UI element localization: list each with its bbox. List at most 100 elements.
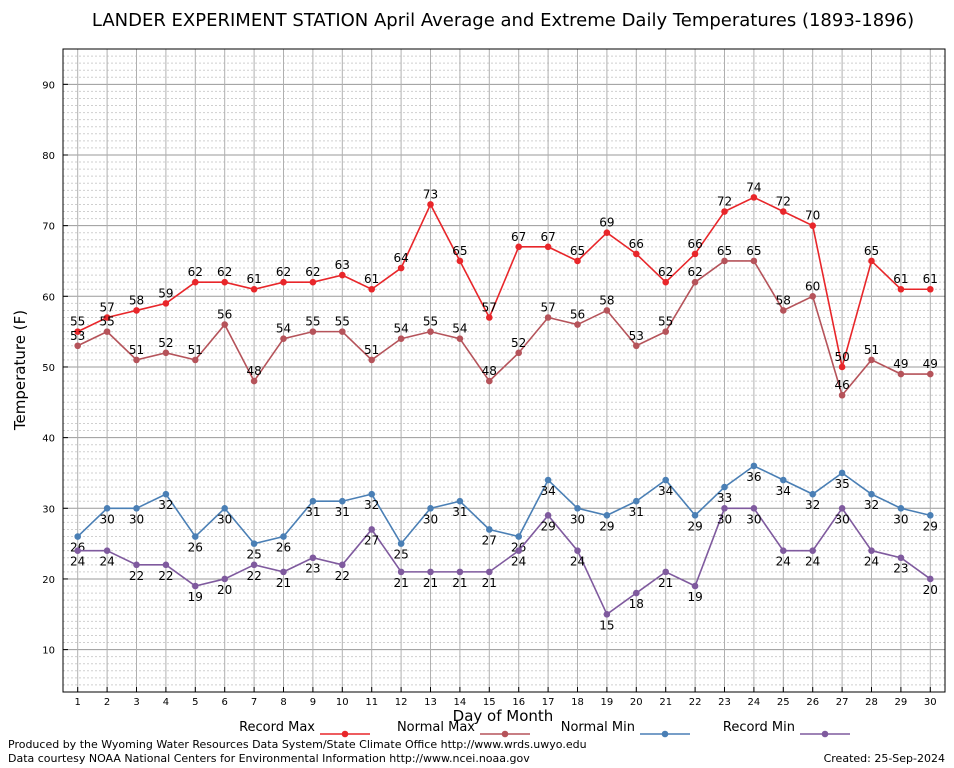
data-label: 32 [364,498,379,512]
data-point [456,335,464,343]
data-point [397,264,405,272]
data-point [339,497,346,505]
series-line [77,464,931,545]
data-point [691,582,699,590]
data-point [750,257,758,265]
y-tick-label: 80 [42,151,55,162]
data-label: 26 [188,541,203,555]
data-label: 30 [99,512,114,526]
y-tick-label: 60 [42,292,55,303]
data-point [339,561,346,569]
data-label: 56 [217,308,232,322]
data-label: 62 [217,265,232,279]
data-point [74,533,81,540]
data-point [515,349,522,357]
data-label: 61 [893,272,908,286]
data-point [662,278,669,286]
data-point [74,328,81,335]
data-label: 24 [864,555,879,569]
y-tick-label: 50 [42,363,55,374]
x-tick-label: 18 [571,697,584,708]
x-tick-label: 21 [659,697,672,708]
x-tick-label: 1 [75,697,81,708]
data-point [368,356,376,364]
data-point [397,540,405,547]
data-label: 52 [158,336,173,350]
data-label: 30 [746,512,761,526]
data-label: 35 [834,477,849,491]
data-point [221,504,228,512]
data-point [574,504,581,512]
data-label: 30 [423,512,438,526]
data-label: 34 [658,484,673,498]
data-point [162,349,170,357]
data-point [780,208,787,215]
data-point [103,547,111,554]
footer-created: Created: 25-Sep-2024 [824,752,945,765]
data-label: 74 [746,180,761,194]
data-label: 51 [129,343,144,357]
data-label: 24 [570,555,585,569]
data-point [691,278,699,286]
data-point [633,497,640,505]
data-label: 21 [423,576,438,590]
data-point [662,568,669,576]
data-point [74,547,81,554]
data-label: 19 [687,590,702,604]
data-label: 57 [99,301,114,315]
series-line [77,196,931,368]
data-point [192,356,199,364]
legend-label: Record Max [239,720,315,735]
legend: Record Max Normal Max Normal Min Record Min [239,720,850,738]
data-point [397,568,405,576]
data-label: 30 [893,512,908,526]
data-label: 21 [452,576,467,590]
data-point [544,476,552,484]
data-label: 21 [482,576,497,590]
series-line [77,506,931,616]
data-label: 52 [511,336,526,350]
data-point [192,533,199,540]
data-label: 22 [129,569,144,583]
data-label: 27 [364,533,379,547]
data-point [515,533,522,540]
x-tick-label: 4 [163,697,169,708]
data-label: 53 [629,329,644,343]
data-point [544,512,552,519]
x-tick-label: 19 [601,697,614,708]
data-label: 30 [217,512,232,526]
data-point [574,321,581,328]
data-label: 22 [335,569,350,583]
data-point [486,377,493,385]
data-label: 54 [452,322,467,336]
data-label: 23 [893,562,908,576]
data-label: 30 [570,512,585,526]
data-label: 27 [482,533,497,547]
data-point [750,504,758,512]
data-label: 66 [687,237,702,251]
data-point [927,575,934,583]
data-point [809,293,816,300]
data-label: 31 [305,505,320,519]
legend-item: Record Min [723,720,850,738]
data-label: 65 [570,244,585,258]
data-label: 60 [805,279,820,293]
x-axis-label: Day of Month [453,707,554,725]
data-label: 29 [599,519,614,533]
data-point [221,278,228,286]
data-label: 32 [158,498,173,512]
x-tick-label: 7 [251,697,257,708]
x-axis-ticks: 1 2 3 4 5 6 7 8 9 10 11 12 13 14 15 16 17 18 19 20 21 22 23 24 2… [75,687,937,708]
data-point [721,208,728,215]
data-point [750,462,758,470]
legend-item: Record Max [239,720,370,738]
data-point [162,300,170,307]
data-point [133,356,140,364]
x-tick-label: 22 [689,697,702,708]
data-label: 61 [923,272,938,286]
data-label: 24 [776,555,791,569]
data-label: 51 [864,343,879,357]
x-tick-label: 2 [104,697,110,708]
data-point [927,285,934,293]
